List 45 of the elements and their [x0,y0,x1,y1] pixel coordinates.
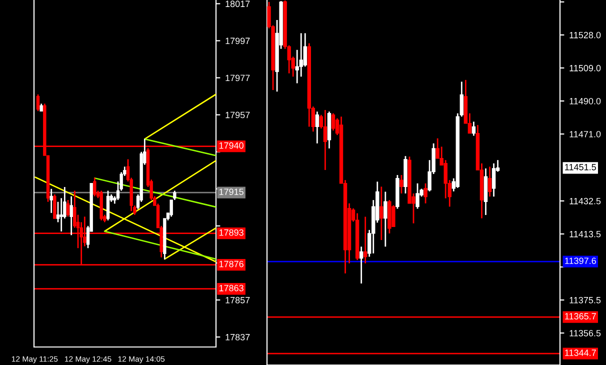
y-tick-label: 18017 [226,0,250,8]
candlestick [359,246,364,284]
candlestick [392,204,396,228]
y-tick-label: 17997 [226,38,250,44]
candlestick [472,120,476,136]
ref-line-label: 17893 [219,229,244,236]
y-tick-label: 11432.5 [570,198,601,204]
ref-line-label: 11344.7 [565,350,596,356]
candlestick [66,199,70,218]
y-tick-label: 11490.0 [570,98,601,104]
candlestick [323,109,328,171]
candlestick [492,162,496,198]
y-tick-label: 11375.5 [570,296,601,304]
candlestick [106,190,110,222]
ref-line-label: 17940 [219,142,244,149]
candlestick [400,174,404,194]
candlestick [315,110,320,144]
y-tick-label: 17957 [226,112,250,118]
candlestick [50,188,53,214]
candlestick [70,196,73,236]
ref-line-label: 17863 [219,284,244,292]
ref-line-label: 11397.6 [565,258,596,264]
candlestick [363,216,368,264]
candlestick [331,112,336,132]
ref-line-label: 17876 [219,260,244,268]
y-tick-label: 11413.5 [570,230,601,238]
candlestick [384,191,388,248]
y-tick-label: 11509.0 [570,64,601,72]
y-tick-label: 11471.0 [570,130,601,138]
y-tick-label: 11356.5 [570,330,601,336]
candlestick [380,186,384,241]
candlestick [416,182,420,210]
candlestick [424,182,428,204]
y-tick-label: 11528.0 [570,32,601,38]
y-tick-label: 17977 [226,74,250,82]
y-tick-label: 17837 [226,334,250,340]
candlestick [488,166,492,198]
candlestick [36,94,40,112]
y-tick-label: 17857 [226,296,250,304]
candlestick [53,194,56,220]
candlestick [93,177,96,197]
ref-line-label: 11365.7 [565,313,596,320]
candlestick [60,197,63,232]
annotation: 11451.5 [565,164,596,170]
ref-line-label: 17915 [219,188,244,195]
